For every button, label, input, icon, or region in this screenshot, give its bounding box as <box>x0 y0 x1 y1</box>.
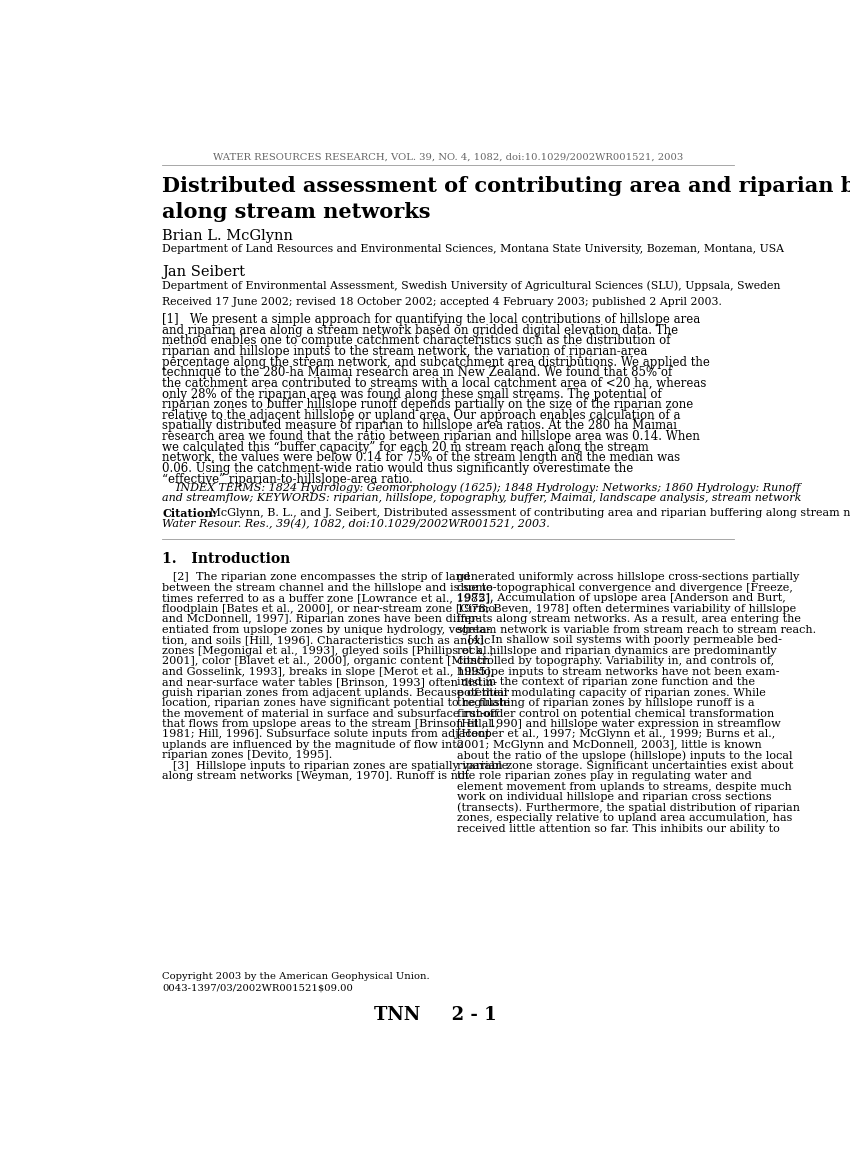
Text: 0043-1397/03/2002WR001521$09.00: 0043-1397/03/2002WR001521$09.00 <box>162 984 353 992</box>
Text: and streamflow; KEYWORDS: riparian, hillslope, topography, buffer, Maimai, lands: and streamflow; KEYWORDS: riparian, hill… <box>162 493 802 502</box>
Text: that flows from upslope areas to the stream [Brinson et al.,: that flows from upslope areas to the str… <box>162 719 499 728</box>
Text: only 28% of the riparian area was found along these small streams. The potential: only 28% of the riparian area was found … <box>162 387 662 400</box>
Text: Brian L. McGlynn: Brian L. McGlynn <box>162 229 293 242</box>
Text: about the ratio of the upslope (hillslope) inputs to the local: about the ratio of the upslope (hillslop… <box>456 751 792 761</box>
Text: [1]   We present a simple approach for quantifying the local contributions of hi: [1] We present a simple approach for qua… <box>162 313 700 326</box>
Text: 1972]. Accumulation of upslope area [Anderson and Burt,: 1972]. Accumulation of upslope area [And… <box>456 594 785 603</box>
Text: Water Resour. Res., 39(4), 1082, doi:10.1029/2002WR001521, 2003.: Water Resour. Res., 39(4), 1082, doi:10.… <box>162 519 550 529</box>
Text: work on individual hillslope and riparian cross sections: work on individual hillslope and riparia… <box>456 792 771 803</box>
Text: technique to the 280-ha Maimai research area in New Zealand. We found that 85% o: technique to the 280-ha Maimai research … <box>162 367 672 379</box>
Text: first-order control on potential chemical transformation: first-order control on potential chemica… <box>456 709 774 718</box>
Text: the catchment area contributed to streams with a local catchment area of <20 ha,: the catchment area contributed to stream… <box>162 377 706 390</box>
Text: Department of Environmental Assessment, Swedish University of Agricultural Scien: Department of Environmental Assessment, … <box>162 281 780 291</box>
Text: and near-surface water tables [Brinson, 1993] often distin-: and near-surface water tables [Brinson, … <box>162 677 497 687</box>
Text: we calculated this “buffer capacity” for each 20 m stream reach along the stream: we calculated this “buffer capacity” for… <box>162 441 649 454</box>
Text: times referred to as a buffer zone [Lowrance et al., 1985],: times referred to as a buffer zone [Lowr… <box>162 594 493 603</box>
Text: and Gosselink, 1993], breaks in slope [Merot et al., 1995],: and Gosselink, 1993], breaks in slope [M… <box>162 667 494 676</box>
Text: riparian and hillslope inputs to the stream network, the variation of riparian-a: riparian and hillslope inputs to the str… <box>162 345 648 358</box>
Text: potential modulating capacity of riparian zones. While: potential modulating capacity of riparia… <box>456 688 765 697</box>
Text: [3]  Hillslope inputs to riparian zones are spatially variable: [3] Hillslope inputs to riparian zones a… <box>162 761 508 771</box>
Text: tion, and soils [Hill, 1996]. Characteristics such as anoxic: tion, and soils [Hill, 1996]. Characteri… <box>162 636 490 645</box>
Text: zones, especially relative to upland area accumulation, has: zones, especially relative to upland are… <box>456 813 792 824</box>
Text: Received 17 June 2002; revised 18 October 2002; accepted 4 February 2003; publis: Received 17 June 2002; revised 18 Octobe… <box>162 297 722 307</box>
Text: the flushing of riparian zones by hillslope runoff is a: the flushing of riparian zones by hillsl… <box>456 698 754 708</box>
Text: zones [Megonigal et al., 1993], gleyed soils [Phillips et al.,: zones [Megonigal et al., 1993], gleyed s… <box>162 646 494 655</box>
Text: along stream networks: along stream networks <box>162 202 431 223</box>
Text: 1.   Introduction: 1. Introduction <box>162 552 291 566</box>
Text: Jan Seibert: Jan Seibert <box>162 266 245 280</box>
Text: the role riparian zones play in regulating water and: the role riparian zones play in regulati… <box>456 771 751 782</box>
Text: riparian zones to buffer hillslope runoff depends partially on the size of the r: riparian zones to buffer hillslope runof… <box>162 398 694 412</box>
Text: rock, hillslope and riparian dynamics are predominantly: rock, hillslope and riparian dynamics ar… <box>456 646 776 655</box>
Text: 1981; Hill, 1996]. Subsurface solute inputs from adjacent: 1981; Hill, 1996]. Subsurface solute inp… <box>162 730 490 739</box>
Text: TNN     2 - 1: TNN 2 - 1 <box>374 1006 497 1024</box>
Text: received little attention so far. This inhibits our ability to: received little attention so far. This i… <box>456 824 779 834</box>
Text: Department of Land Resources and Environmental Sciences, Montana State Universit: Department of Land Resources and Environ… <box>162 244 784 254</box>
Text: controlled by topography. Variability in, and controls of,: controlled by topography. Variability in… <box>456 657 774 666</box>
Text: [4]  In shallow soil systems with poorly permeable bed-: [4] In shallow soil systems with poorly … <box>456 636 781 645</box>
Text: guish riparian zones from adjacent uplands. Because of their: guish riparian zones from adjacent uplan… <box>162 688 509 697</box>
Text: Citation:: Citation: <box>162 508 217 519</box>
Text: Distributed assessment of contributing area and riparian buffering: Distributed assessment of contributing a… <box>162 176 850 196</box>
Text: hillslope inputs to stream networks have not been exam-: hillslope inputs to stream networks have… <box>456 667 779 676</box>
Text: 0.06. Using the catchment-wide ratio would thus significantly overestimate the: 0.06. Using the catchment-wide ratio wou… <box>162 462 633 474</box>
Text: 2001], color [Blavet et al., 2000], organic content [Mitsch: 2001], color [Blavet et al., 2000], orga… <box>162 657 490 666</box>
Text: riparian zone storage. Significant uncertainties exist about: riparian zone storage. Significant uncer… <box>456 761 793 771</box>
Text: [Hooper et al., 1997; McGlynn et al., 1999; Burns et al.,: [Hooper et al., 1997; McGlynn et al., 19… <box>456 730 775 739</box>
Text: due to topographical convergence and divergence [Freeze,: due to topographical convergence and div… <box>456 582 792 593</box>
Text: the movement of material in surface and subsurface runoff: the movement of material in surface and … <box>162 709 498 718</box>
Text: ined in the context of riparian zone function and the: ined in the context of riparian zone fun… <box>456 677 755 687</box>
Text: Copyright 2003 by the American Geophysical Union.: Copyright 2003 by the American Geophysic… <box>162 972 429 981</box>
Text: relative to the adjacent hillslope or upland area. Our approach enables calculat: relative to the adjacent hillslope or up… <box>162 408 681 422</box>
Text: entiated from upslope zones by unique hydrology, vegeta-: entiated from upslope zones by unique hy… <box>162 625 490 635</box>
Text: between the stream channel and the hillslope and is some-: between the stream channel and the hills… <box>162 582 496 593</box>
Text: research area we found that the ratio between riparian and hillslope area was 0.: research area we found that the ratio be… <box>162 430 700 443</box>
Text: floodplain [Bates et al., 2000], or near-stream zone [Cirmo: floodplain [Bates et al., 2000], or near… <box>162 604 496 614</box>
Text: along stream networks [Weyman, 1970]. Runoff is not: along stream networks [Weyman, 1970]. Ru… <box>162 771 469 782</box>
Text: element movement from uplands to streams, despite much: element movement from uplands to streams… <box>456 782 791 792</box>
Text: WATER RESOURCES RESEARCH, VOL. 39, NO. 4, 1082, doi:10.1029/2002WR001521, 2003: WATER RESOURCES RESEARCH, VOL. 39, NO. 4… <box>212 153 683 162</box>
Text: INDEX TERMS: 1824 Hydrology: Geomorphology (1625); 1848 Hydrology: Networks; 186: INDEX TERMS: 1824 Hydrology: Geomorpholo… <box>162 483 801 493</box>
Text: stream network is variable from stream reach to stream reach.: stream network is variable from stream r… <box>456 625 816 635</box>
Text: location, riparian zones have significant potential to regulate: location, riparian zones have significan… <box>162 698 510 708</box>
Text: [2]  The riparian zone encompasses the strip of land: [2] The riparian zone encompasses the st… <box>162 572 470 582</box>
Text: riparian zones [Devito, 1995].: riparian zones [Devito, 1995]. <box>162 751 332 761</box>
Text: spatially distributed measure of riparian to hillslope area ratios. At the 280 h: spatially distributed measure of riparia… <box>162 420 677 433</box>
Text: “effective” riparian-to-hillslope-area ratio.: “effective” riparian-to-hillslope-area r… <box>162 472 413 486</box>
Text: percentage along the stream network, and subcatchment area distributions. We app: percentage along the stream network, and… <box>162 356 710 369</box>
Text: (transects). Furthermore, the spatial distribution of riparian: (transects). Furthermore, the spatial di… <box>456 803 800 813</box>
Text: generated uniformly across hillslope cross-sections partially: generated uniformly across hillslope cro… <box>456 572 799 582</box>
Text: uplands are influenced by the magnitude of flow into: uplands are influenced by the magnitude … <box>162 740 463 751</box>
Text: McGlynn, B. L., and J. Seibert, Distributed assessment of contributing area and : McGlynn, B. L., and J. Seibert, Distribu… <box>207 508 850 519</box>
Text: and riparian area along a stream network based on gridded digital elevation data: and riparian area along a stream network… <box>162 324 678 336</box>
Text: and McDonnell, 1997]. Riparian zones have been differ-: and McDonnell, 1997]. Riparian zones hav… <box>162 615 480 624</box>
Text: 2001; McGlynn and McDonnell, 2003], little is known: 2001; McGlynn and McDonnell, 2003], litt… <box>456 740 762 751</box>
Text: 1978; Beven, 1978] often determines variability of hillslope: 1978; Beven, 1978] often determines vari… <box>456 604 796 614</box>
Text: inputs along stream networks. As a result, area entering the: inputs along stream networks. As a resul… <box>456 615 801 624</box>
Text: [Hill, 1990] and hillslope water expression in streamflow: [Hill, 1990] and hillslope water express… <box>456 719 780 728</box>
Text: network, the values were below 0.14 for 75% of the stream length and the median : network, the values were below 0.14 for … <box>162 451 680 464</box>
Text: method enables one to compute catchment characteristics such as the distribution: method enables one to compute catchment … <box>162 334 671 348</box>
